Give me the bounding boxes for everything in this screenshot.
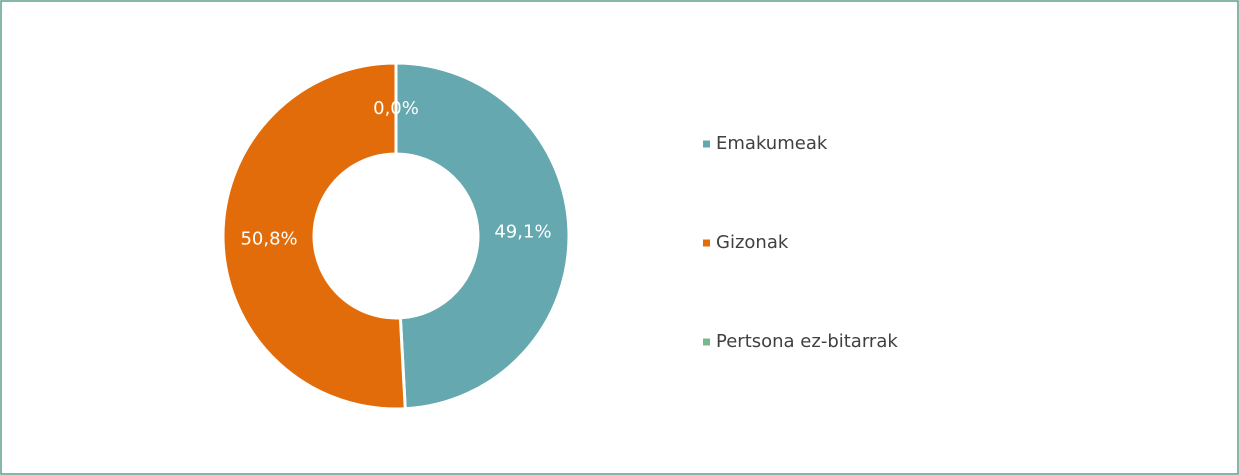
legend-swatch <box>703 239 710 247</box>
data-label: 50,8% <box>240 228 297 249</box>
legend-swatch <box>703 140 710 148</box>
data-label: 0,0% <box>373 98 419 119</box>
data-label: 49,1% <box>494 222 551 243</box>
legend-label: Pertsona ez-bitarrak <box>716 331 898 352</box>
legend-swatch <box>703 338 710 346</box>
donut-slice <box>394 61 571 411</box>
legend-label: Gizonak <box>716 232 789 253</box>
legend-label: Emakumeak <box>716 133 828 154</box>
donut-slice <box>221 61 407 411</box>
